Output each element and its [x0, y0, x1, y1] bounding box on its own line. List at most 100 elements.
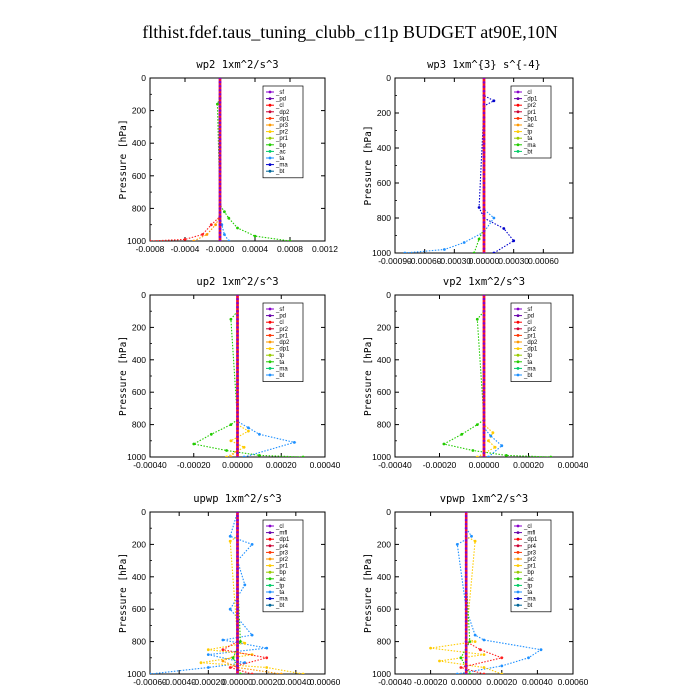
- zero-profile-marker: [236, 301, 239, 305]
- zero-profile-marker: [482, 439, 486, 443]
- legend-marker: [268, 551, 272, 554]
- legend-marker: [516, 347, 520, 350]
- zero-profile-marker: [482, 378, 486, 382]
- legend-marker: [268, 130, 272, 134]
- zero-profile-marker: [482, 407, 486, 410]
- legend-marker: [516, 320, 520, 324]
- zero-profile-marker: [482, 164, 486, 167]
- zero-profile-marker: [236, 334, 239, 337]
- legend-entry: _tp: [523, 130, 533, 136]
- series-point: [491, 431, 495, 435]
- series-point: [242, 445, 246, 449]
- legend-marker: [516, 603, 520, 607]
- zero-profile-marker: [482, 334, 486, 337]
- zero-profile-marker: [482, 326, 486, 329]
- series-point: [301, 455, 305, 457]
- x-tick-label: 0.00030: [498, 256, 529, 266]
- legend-marker: [268, 340, 272, 344]
- zero-profile-marker: [218, 223, 222, 226]
- series-point: [265, 656, 269, 660]
- legend: _sf_pd_cl_pr2_pr1_dp2_dp1_tp_ta_ma_bt: [262, 302, 304, 382]
- zero-profile-marker: [236, 656, 239, 660]
- series-point: [242, 455, 246, 457]
- series-line: [221, 512, 267, 674]
- y-tick-label: 400: [377, 355, 391, 365]
- series-point: [482, 666, 486, 669]
- legend-marker: [268, 531, 272, 534]
- zero-profile-marker: [236, 624, 239, 627]
- legend-entry: _ma: [275, 597, 288, 603]
- legend-marker: [268, 603, 272, 607]
- legend-marker: [516, 110, 520, 114]
- legend-marker: [516, 90, 520, 94]
- zero-profile-marker: [236, 603, 239, 607]
- zero-profile-marker: [482, 382, 486, 386]
- y-tick-label: 1000: [372, 452, 391, 462]
- legend-entry: _pd: [275, 97, 286, 103]
- legend-marker: [516, 150, 520, 153]
- zero-profile-marker: [236, 672, 239, 674]
- y-tick-label: 1000: [127, 452, 146, 462]
- legend-entry: _bt: [275, 373, 285, 379]
- zero-profile-marker: [236, 583, 239, 587]
- zero-profile-marker: [236, 567, 239, 570]
- legend: _cl_dp1_pr2_pr1_bp1_ac_tp_ta_ma_bt: [510, 85, 552, 159]
- legend-marker: [516, 136, 520, 140]
- legend-entry: _pr1: [523, 564, 537, 570]
- legend-entry: _tp: [523, 583, 533, 589]
- zero-profile-marker: [482, 111, 486, 115]
- series-point: [475, 423, 479, 426]
- series-point: [206, 666, 210, 669]
- zero-profile-marker: [482, 423, 486, 426]
- legend-marker: [268, 334, 272, 337]
- series-point: [265, 666, 269, 669]
- zero-profile-marker: [482, 168, 486, 172]
- x-tick-label: -0.0000: [206, 244, 235, 254]
- series-point: [459, 666, 463, 669]
- series-point: [473, 539, 477, 543]
- zero-profile-marker: [482, 362, 486, 366]
- zero-profile-marker: [464, 583, 468, 587]
- zero-profile-marker: [236, 591, 239, 595]
- zero-profile-marker: [236, 342, 239, 345]
- zero-profile-marker: [482, 225, 486, 229]
- legend-entry: _pr1: [275, 136, 289, 142]
- legend-entry: _dp1: [523, 347, 538, 353]
- zero-profile-marker: [218, 170, 222, 174]
- zero-profile-marker: [482, 229, 486, 233]
- series-point: [199, 661, 203, 665]
- series-line: [200, 512, 304, 674]
- legend-marker: [516, 570, 520, 574]
- zero-profile-marker: [218, 194, 222, 198]
- x-tick-label: -0.0004: [171, 244, 200, 254]
- y-tick-label: 800: [132, 420, 146, 430]
- series-point: [209, 432, 213, 436]
- zero-profile-marker: [464, 579, 468, 583]
- panel-title: wp3 1xm^{3} s^{-4}: [427, 59, 541, 71]
- legend-marker: [268, 117, 272, 120]
- series-point: [243, 583, 247, 587]
- series-point: [492, 99, 496, 103]
- legend-entry: _dp1: [275, 537, 290, 543]
- legend-entry: _ma: [523, 366, 536, 372]
- legend-marker: [516, 551, 520, 554]
- zero-profile-marker: [236, 616, 239, 619]
- zero-profile-marker: [482, 399, 486, 402]
- legend-entry: _pr4: [275, 544, 289, 550]
- series-point: [221, 659, 225, 663]
- legend-entry: _tp: [275, 583, 285, 589]
- zero-profile-marker: [482, 221, 486, 224]
- x-tick-label: 0.00000: [222, 677, 253, 687]
- zero-profile-marker: [236, 607, 239, 611]
- series-point: [236, 226, 239, 230]
- legend-marker: [268, 544, 272, 548]
- series-point: [243, 641, 247, 645]
- zero-profile-marker: [218, 97, 222, 100]
- legend-marker: [268, 163, 272, 167]
- zero-profile-marker: [218, 133, 222, 137]
- zero-profile-marker: [218, 125, 222, 129]
- legend-entry: _dp1: [275, 116, 290, 122]
- y-tick-label: 400: [377, 143, 391, 153]
- x-tick-label: 0.00040: [558, 460, 589, 470]
- zero-profile-marker: [218, 105, 222, 108]
